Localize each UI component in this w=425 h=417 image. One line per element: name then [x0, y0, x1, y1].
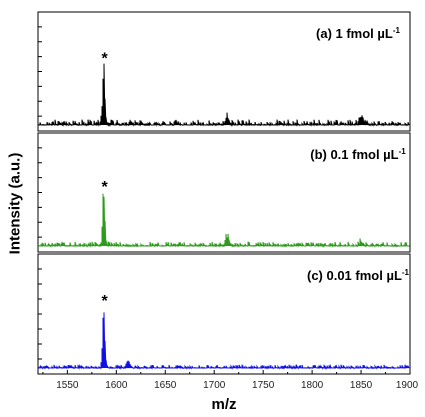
x-tick-label: 1600	[105, 380, 128, 391]
panel-label-main: (c) 0.01 fmol µL	[307, 268, 402, 283]
x-tick-label: 1800	[301, 380, 324, 391]
panel-label-sup: -1	[393, 26, 401, 35]
spectrum-line	[38, 312, 410, 370]
panel-label-main: (a) 1 fmol µL	[316, 26, 393, 41]
panel-1: * (b) 0.1 fmol µL-1	[37, 132, 411, 253]
x-tick-label: 1650	[154, 380, 177, 391]
panels: *(a) 1 fmol µL-1*(b) 0.1 fmol µL-1*(c) 0…	[37, 11, 411, 375]
panel-label: (a) 1 fmol µL-1	[316, 26, 400, 41]
x-axis-label: m/z	[211, 396, 237, 413]
panel-label-sup: -1	[399, 147, 407, 156]
peak-marker: *	[101, 293, 108, 310]
spectrum-line	[38, 63, 410, 127]
y-axis-label: Intensity (a.u.)	[4, 28, 26, 378]
x-tick-label: 1900	[396, 380, 419, 391]
panel-label: (c) 0.01 fmol µL-1	[307, 268, 410, 283]
x-tick-label: 1700	[203, 380, 226, 391]
spectrum-line	[38, 193, 410, 248]
x-tick-label: 1850	[350, 380, 373, 391]
panel-label-main: (b) 0.1 fmol µL	[310, 147, 398, 162]
y-axis-label-text: Intensity (a.u.)	[6, 152, 24, 254]
panel-label-sup: -1	[402, 268, 410, 277]
panel-label: (b) 0.1 fmol µL-1	[310, 147, 406, 162]
panel-0: * (a) 1 fmol µL-1	[37, 11, 411, 132]
x-tick-label: 1750	[252, 380, 275, 391]
panel-2: * (c) 0.01 fmol µL-1	[37, 253, 411, 375]
peak-marker: *	[101, 50, 108, 67]
peak-marker: *	[101, 179, 108, 196]
x-axis: 1550 1600 1650 1700 1750 1800 1850 1900	[42, 370, 419, 391]
x-tick-label: 1550	[56, 380, 79, 391]
